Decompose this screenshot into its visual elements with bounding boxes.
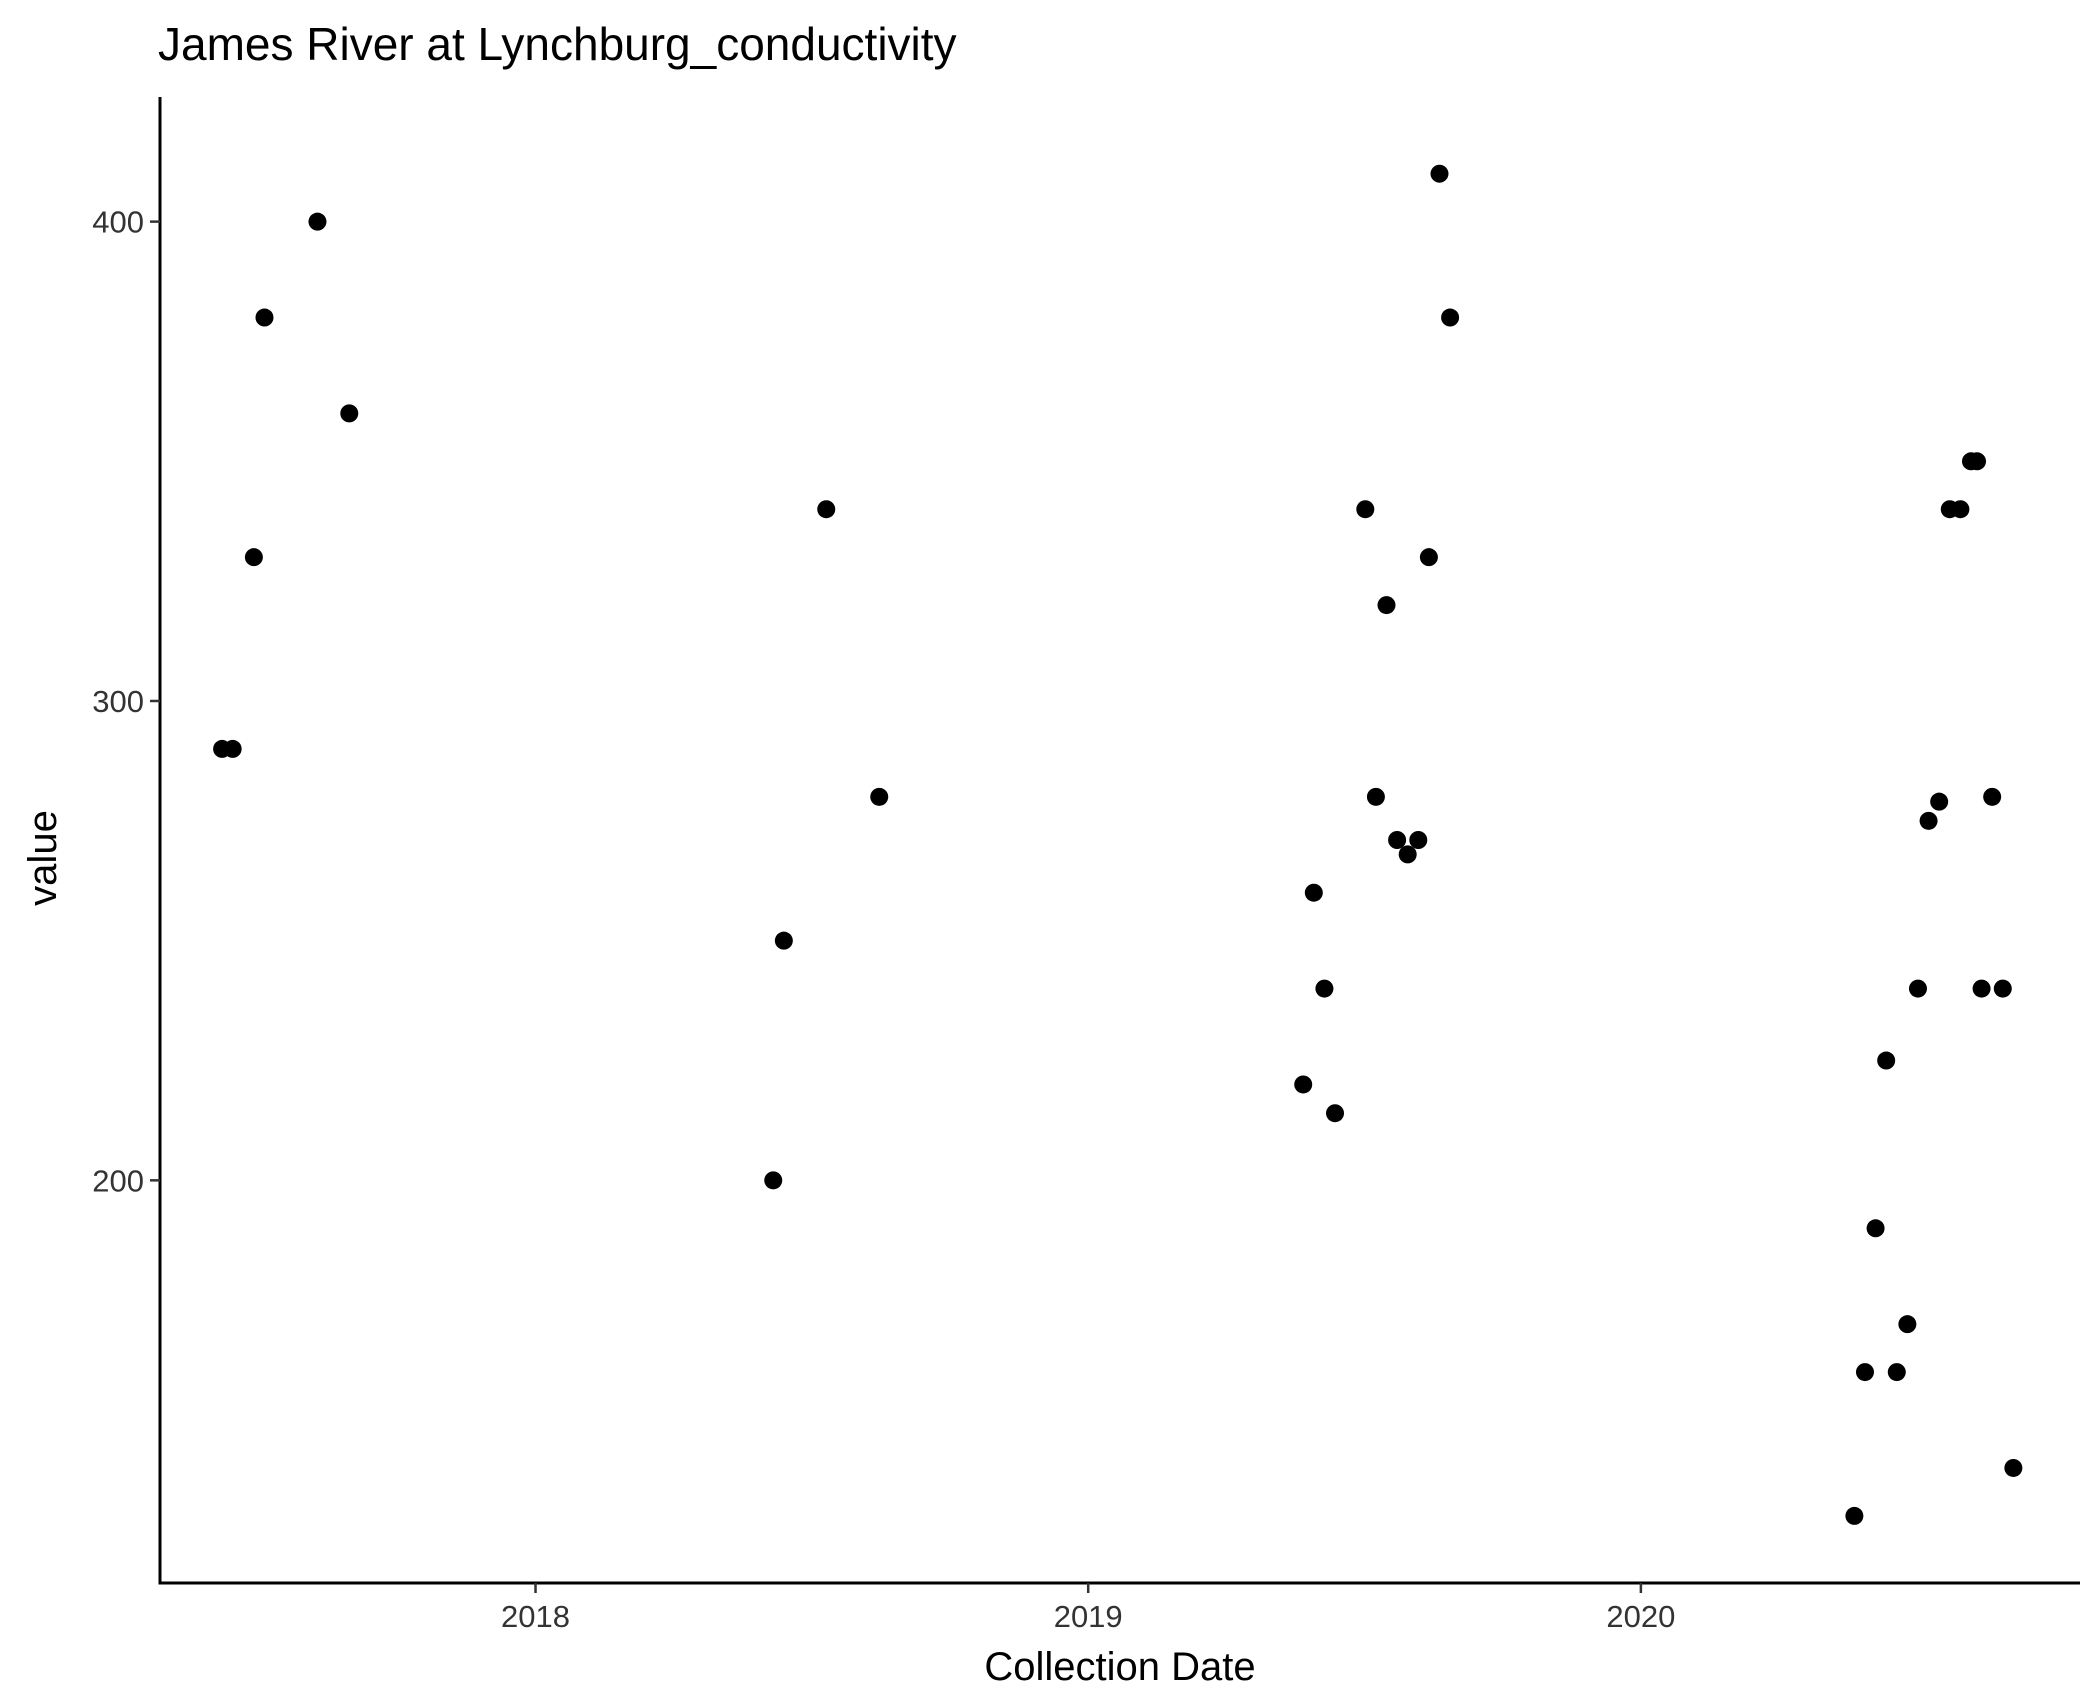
data-point (2004, 1458, 2023, 1477)
data-point (1877, 1051, 1896, 1070)
data-point (1968, 452, 1987, 471)
data-point (1855, 1363, 1874, 1382)
y-axis-title: value (21, 810, 65, 906)
data-point (1441, 308, 1460, 327)
data-point (1366, 787, 1385, 806)
y-tick-label: 300 (92, 684, 144, 719)
data-point (1419, 548, 1438, 567)
data-point (223, 739, 242, 758)
data-point (1919, 811, 1938, 830)
data-point (1993, 979, 2012, 998)
x-tick-label: 2019 (1054, 1599, 1123, 1634)
data-point (1866, 1219, 1885, 1238)
data-point (774, 931, 793, 950)
y-tick-label: 400 (92, 205, 144, 240)
data-point (1398, 845, 1417, 864)
data-point (308, 212, 327, 231)
data-point (1983, 787, 2002, 806)
data-point (244, 548, 263, 567)
data-point (1377, 596, 1396, 615)
data-point (255, 308, 274, 327)
data-point (870, 787, 889, 806)
x-axis-title: Collection Date (984, 1645, 1255, 1689)
data-point (1972, 979, 1991, 998)
y-tick-label: 200 (92, 1163, 144, 1198)
plot-area (213, 164, 2023, 1525)
data-point (1898, 1315, 1917, 1334)
data-point (1930, 792, 1949, 811)
data-point (1951, 500, 1970, 519)
data-point (1388, 831, 1407, 849)
data-point (817, 500, 836, 519)
data-point (1326, 1104, 1345, 1123)
data-point (340, 404, 359, 423)
data-point (1430, 164, 1449, 183)
data-point (1908, 979, 1927, 998)
data-point (764, 1171, 783, 1190)
x-axis-ticks: 2018 2019 2020 (501, 1583, 1675, 1634)
data-point (1845, 1506, 1864, 1525)
data-point (1315, 979, 1334, 998)
data-point (1409, 831, 1428, 849)
data-point (1294, 1075, 1313, 1094)
x-tick-label: 2020 (1606, 1599, 1675, 1634)
data-point (1304, 883, 1323, 902)
x-tick-label: 2018 (501, 1599, 570, 1634)
y-axis-ticks: 200 300 400 (92, 205, 160, 1198)
data-point (1356, 500, 1375, 519)
data-point (1887, 1363, 1906, 1382)
chart-title: James River at Lynchburg_conductivity (158, 18, 957, 70)
